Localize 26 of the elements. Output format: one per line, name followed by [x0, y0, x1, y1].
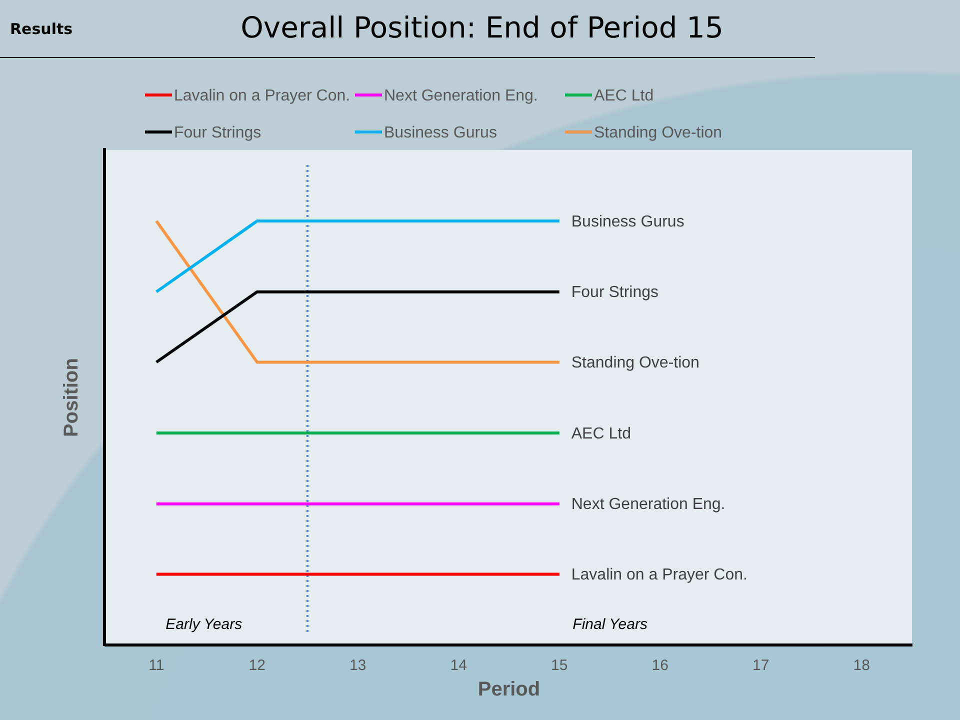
- x-tick-label: 12: [248, 657, 266, 674]
- x-tick-label: 16: [652, 657, 668, 674]
- text: Lavalin on a Prayer Con.: [571, 566, 748, 584]
- x-tick-label: 13: [350, 657, 366, 674]
- x-tick-label: 15: [551, 657, 568, 674]
- x-tick-label: 11: [148, 657, 164, 674]
- chart-title: Overall Position: End of Period 15: [240, 10, 724, 45]
- text: Standing Ove-tion: [571, 354, 700, 372]
- x-tick-label: 14: [450, 657, 467, 674]
- text: AEC Ltd: [571, 425, 631, 442]
- y-axis-title: Position: [60, 358, 83, 437]
- legend-label: Next Generation Eng.: [384, 87, 538, 104]
- x-tick-label: 18: [853, 657, 870, 674]
- legend-label: AEC Ltd: [594, 87, 654, 104]
- annotation: Early Years: [166, 616, 243, 634]
- text: Business Gurus: [571, 213, 684, 230]
- legend-label: Lavalin on a Prayer Con.: [174, 87, 350, 104]
- legend-label: Business Gurus: [384, 124, 497, 142]
- x-tick-label: 17: [752, 657, 770, 674]
- text: Next Generation Eng.: [571, 496, 726, 514]
- text: Four Strings: [571, 284, 659, 302]
- text: Results: [10, 20, 73, 38]
- legend-label: Four Strings: [174, 124, 262, 142]
- x-axis-title: Period: [478, 678, 540, 701]
- annotation: Final Years: [572, 616, 648, 634]
- legend-label: Standing Ove-tion: [594, 124, 722, 142]
